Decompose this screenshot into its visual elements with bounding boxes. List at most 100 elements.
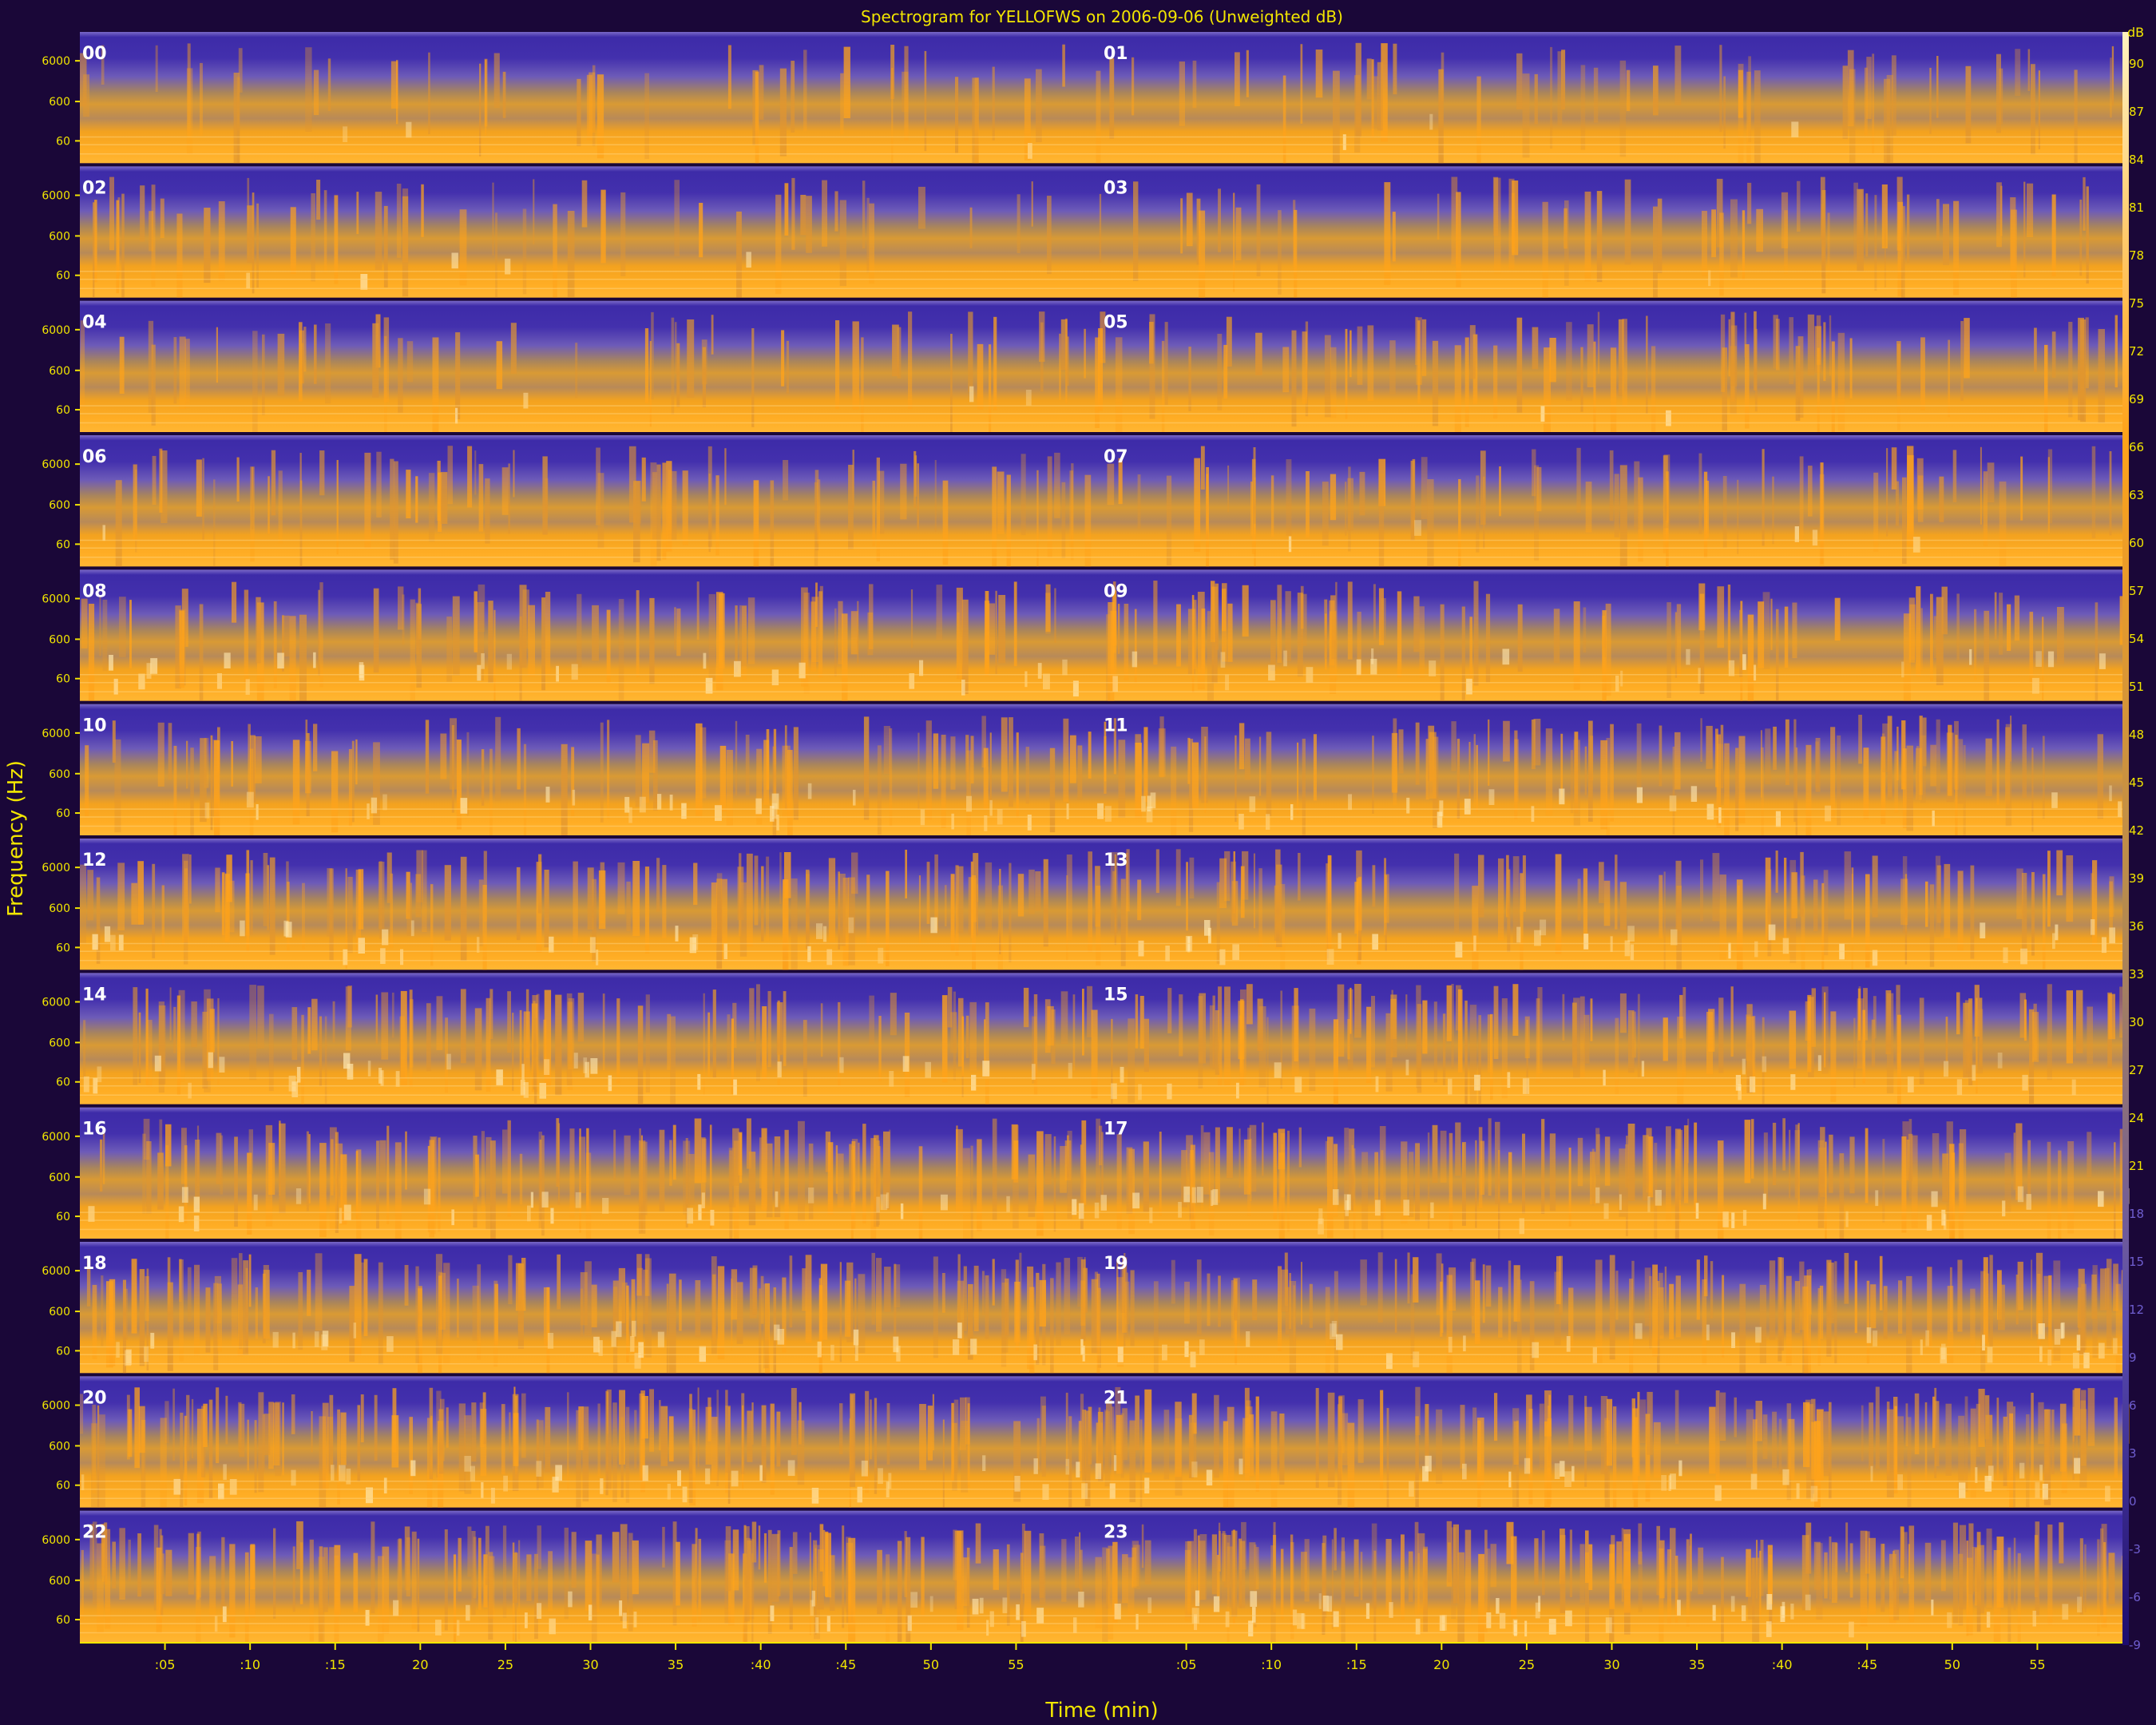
spectrogram-streak xyxy=(1095,1556,1102,1628)
spectrogram-blotch xyxy=(1554,1463,1560,1479)
spectrogram-streak xyxy=(2061,1423,2067,1493)
spectrogram-streak xyxy=(1082,989,1084,1056)
frequency-tick-label: 600 xyxy=(49,1037,70,1049)
spectrogram-streak xyxy=(1756,208,1763,252)
spectrogram-streak xyxy=(179,336,186,410)
spectrogram-streak xyxy=(1511,1536,1517,1619)
colorbar-tick-label: 48 xyxy=(2129,728,2144,742)
spectrogram-streak xyxy=(696,723,703,816)
spectrogram-streak xyxy=(371,1521,375,1614)
spectrogram-streak xyxy=(1116,1277,1124,1367)
spectrogram-streak xyxy=(624,1135,631,1196)
spectrogram-blotch xyxy=(1342,134,1346,150)
spectrogram-streak xyxy=(1486,1549,1490,1628)
spectrogram-streak xyxy=(1977,1545,1984,1614)
spectrogram-streak xyxy=(1235,52,1240,106)
spectrogram-streak xyxy=(445,1017,448,1093)
spectrogram-streak xyxy=(754,855,759,926)
spectrogram-streak xyxy=(818,1549,824,1610)
spectrogram-streak xyxy=(481,749,485,806)
spectrogram-blotch xyxy=(1488,789,1495,805)
spectrogram-blotch xyxy=(1073,1617,1077,1633)
spectrogram-streak xyxy=(1106,1549,1110,1608)
spectrogram-streak xyxy=(1108,1545,1114,1640)
spectrogram-streak xyxy=(1873,472,1879,552)
spectrogram-streak xyxy=(1808,1269,1812,1315)
spectrogram-streak xyxy=(2009,1413,2013,1508)
spectrogram-streak xyxy=(1231,1280,1236,1338)
spectrogram-blotch xyxy=(118,934,124,951)
spectrogram-streak xyxy=(886,870,890,966)
spectrogram-streak xyxy=(1716,734,1721,828)
spectrogram-streak xyxy=(1372,865,1376,907)
spectrogram-streak xyxy=(1250,482,1253,537)
spectrogram-streak xyxy=(1118,458,1123,505)
spectrogram-streak xyxy=(165,1549,172,1596)
spectrogram-streak xyxy=(83,1020,86,1079)
spectrogram-streak xyxy=(1499,466,1501,517)
spectrogram-blotch xyxy=(1252,1607,1256,1623)
spectrogram-streak xyxy=(2097,1539,2100,1636)
spectrogram-streak xyxy=(877,1549,882,1615)
spectrogram-streak xyxy=(761,1128,767,1211)
spectrogram-blotch xyxy=(1790,1604,1794,1620)
spectrogram-streak xyxy=(289,616,296,701)
spectrogram-streak xyxy=(216,1387,220,1464)
spectrogram-blotch xyxy=(400,949,404,966)
spectrogram-streak xyxy=(131,882,138,925)
spectrogram-blotch xyxy=(1318,1593,1322,1609)
spectrogram-streak xyxy=(2029,1009,2035,1104)
spectrogram-streak xyxy=(1588,1544,1593,1590)
spectrogram-streak xyxy=(1924,1402,1928,1485)
spectrogram-streak xyxy=(541,1135,545,1236)
spectrogram-blotch xyxy=(589,1604,593,1621)
spectrogram-streak xyxy=(1619,465,1627,567)
spectrogram-streak xyxy=(1441,1263,1444,1333)
spectrogram-streak xyxy=(731,1269,738,1320)
spectrogram-streak xyxy=(1813,1541,1821,1590)
spectrogram-streak xyxy=(695,1528,698,1601)
spectrogram-streak xyxy=(1137,474,1141,529)
spectrogram-blotch xyxy=(1330,1323,1337,1339)
spectrogram-streak xyxy=(1824,1552,1828,1599)
spectrogram-streak xyxy=(1112,870,1116,913)
spectrogram-blotch xyxy=(1356,659,1361,676)
spectrogram-blotch xyxy=(470,1465,475,1482)
spectrogram-streak xyxy=(517,1263,524,1331)
spectrogram-streak xyxy=(1047,1005,1054,1046)
spectrogram-streak xyxy=(137,1533,141,1597)
spectrogram-streak xyxy=(89,1524,94,1591)
spectrogram-streak xyxy=(791,1388,797,1455)
spectrogram-blotch xyxy=(435,1620,442,1636)
spectrogram-blotch xyxy=(477,937,480,953)
spectrogram-streak xyxy=(707,446,712,547)
spectrogram-streak xyxy=(1739,609,1743,677)
spectrogram-streak xyxy=(1036,1131,1044,1236)
spectrogram-streak xyxy=(1550,46,1553,149)
spectrogram-streak xyxy=(415,602,420,655)
spectrogram-blotch xyxy=(2022,1074,2028,1091)
spectrogram-streak xyxy=(1817,347,1820,432)
spectrogram-streak xyxy=(1996,1398,1999,1483)
spectrogram-streak xyxy=(784,725,787,810)
spectrogram-streak xyxy=(1622,319,1627,407)
spectrogram-streak xyxy=(1221,1533,1227,1604)
spectrogram-streak xyxy=(1711,209,1716,258)
spectrogram-streak xyxy=(1615,1271,1619,1320)
spectrogram-streak xyxy=(386,852,392,903)
spectrogram-blotch xyxy=(285,922,292,938)
spectrogram-streak xyxy=(268,1013,274,1092)
spectrogram-streak xyxy=(1821,204,1825,277)
spectrogram-streak xyxy=(1964,1396,1968,1492)
spectrogram-streak xyxy=(1814,1421,1821,1508)
spectrogram-streak xyxy=(1821,190,1826,294)
spectrogram-streak xyxy=(526,1554,532,1601)
spectrogram-blotch xyxy=(109,655,113,671)
spectrogram-streak xyxy=(1654,1143,1658,1239)
spectrogram-streak xyxy=(1199,1541,1206,1600)
spectrogram-streak xyxy=(1401,1141,1408,1224)
spectrogram-streak xyxy=(1209,1005,1215,1069)
spectrogram-blotch xyxy=(703,652,707,669)
spectrogram-streak xyxy=(1065,336,1069,386)
spectrogram-streak xyxy=(1417,1533,1425,1613)
